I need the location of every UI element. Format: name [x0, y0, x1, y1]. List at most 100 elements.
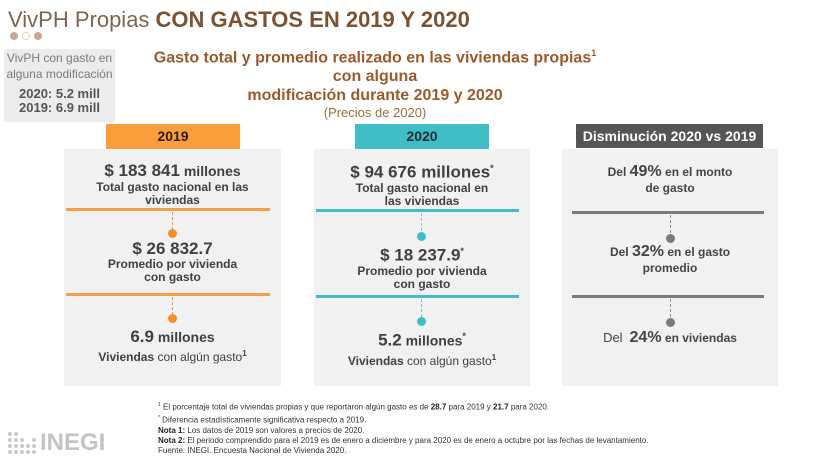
total-amount: $ 183 841 — [104, 161, 180, 180]
divider — [316, 295, 519, 298]
avg-label-1: Promedio por vivienda — [107, 257, 238, 271]
connector-line — [172, 297, 173, 315]
divider — [66, 293, 270, 296]
decrease-average-line2: promedio — [642, 261, 698, 275]
logo-dots-icon — [8, 431, 37, 455]
avg-block: $ 18 237.9* Promedio por vivienda con ga… — [314, 242, 530, 291]
connector-dot — [666, 234, 675, 243]
logo-text: INEGI — [40, 429, 106, 456]
decrease-average-line1: Del 32% en el gasto — [562, 244, 778, 260]
connector-line — [421, 299, 422, 317]
footnote-1-c: para 2019 y — [446, 402, 494, 412]
divider — [316, 209, 519, 212]
side-note-box: VivPH con gasto en alguna modificación 2… — [4, 49, 115, 122]
panel-decrease: Del 49% en el monto de gasto Del 32% en … — [562, 149, 778, 386]
side-note-line2: alguna modificación — [6, 67, 113, 81]
avg-amount: $ 18 237.9 — [380, 245, 461, 265]
subtitle-sup: 1 — [591, 48, 597, 58]
subtitle-line1: Gasto total y promedio realizado en las … — [140, 44, 610, 86]
decrease-pre: Del — [603, 330, 627, 345]
page-title: VivPH Propias CON GASTOS EN 2019 Y 2020 — [8, 7, 470, 33]
footnote-1-b: 28.7 — [430, 402, 447, 412]
footnote-1-e: para 2020. — [508, 402, 550, 412]
panel-2020: $ 94 676 millones* Total gasto nacional … — [314, 149, 530, 386]
homes-label-rest: con algún gasto — [154, 350, 243, 364]
connector-line — [172, 212, 173, 230]
connector-line — [670, 299, 671, 317]
footnote-1-a: El porcentaje total de viviendas propias… — [160, 402, 431, 412]
connector-dot — [168, 229, 177, 238]
connector-line — [670, 215, 671, 233]
homes-block: 5.2 millones* Viviendas con algún gasto1 — [314, 327, 530, 368]
total-block: $ 183 841 millones Total gasto nacional … — [64, 161, 281, 207]
total-value: $ 183 841 millones — [64, 161, 281, 181]
decrease-amount-line1: Del 49% en el monto — [562, 164, 778, 180]
homes-label: Viviendas con algún gasto1 — [64, 347, 281, 364]
slide-indicator — [10, 32, 42, 40]
homes-label: Viviendas con algún gasto1 — [314, 351, 530, 368]
inegi-logo: INEGI — [8, 429, 105, 457]
footnote-1: 1 El porcentaje total de viviendas propi… — [158, 400, 649, 413]
subtitle: Gasto total y promedio realizado en las … — [140, 44, 610, 120]
header-2019: 2019 — [106, 124, 240, 149]
side-note-line1: VivPH con gasto en — [6, 51, 113, 65]
indicator-dot — [34, 32, 42, 40]
avg-sup: * — [460, 246, 464, 256]
homes-label-sup: 1 — [242, 349, 247, 358]
footnote-2-sup: * — [158, 414, 160, 421]
decrease-post: en viviendas — [661, 331, 737, 345]
decrease-pct: 32% — [631, 243, 664, 260]
total-sup: * — [490, 163, 494, 173]
homes-value: 6.9 millones — [64, 327, 281, 347]
homes-sup: * — [462, 331, 466, 341]
source: Fuente: INEGI. Encuesta Nacional de Vivi… — [158, 446, 347, 456]
note-1: Nota 1: Los datos de 2019 son valores a … — [158, 426, 649, 436]
avg-block: $ 26 832.7 Promedio por vivienda con gas… — [64, 239, 281, 284]
homes-number: 5.2 — [378, 330, 402, 350]
avg-label-2: con gasto — [393, 276, 451, 291]
note-2-label: Nota 2: — [158, 435, 186, 445]
footnote-1-sup: 1 — [158, 402, 161, 408]
total-amount: $ 94 676 millones — [350, 162, 491, 182]
indicator-dot — [10, 32, 18, 40]
note-1-text: Los datos de 2019 son valores a precios … — [185, 425, 365, 435]
homes-label-rest: con algún gasto — [403, 353, 492, 368]
connector-line — [421, 213, 422, 231]
note-1-label: Nota 1: — [158, 425, 186, 435]
footnote-2-text: Diferencia estadísticamente significativ… — [159, 415, 367, 425]
connector-dot — [417, 232, 426, 241]
connector-dot — [417, 317, 426, 326]
avg-label-1: Promedio por vivienda — [357, 263, 487, 278]
side-note-2020: 2020: 5.2 mill — [19, 86, 100, 101]
decrease-post: en el monto — [661, 165, 733, 179]
note-2: Nota 2: El periodo comprendido para el 2… — [158, 436, 649, 446]
divider — [66, 208, 270, 211]
homes-unit: millones — [401, 332, 463, 349]
title-light: VivPH Propias — [8, 7, 156, 32]
connector-dot — [168, 314, 177, 323]
homes-number: 6.9 — [130, 327, 154, 346]
header-2020: 2020 — [355, 124, 489, 149]
total-block: $ 94 676 millones* Total gasto nacional … — [314, 159, 530, 208]
side-note-2019: 2019: 6.9 mill — [19, 100, 100, 115]
total-label-2: viviendas — [145, 193, 200, 207]
decrease-average-block: Del 32% en el gasto promedio — [562, 244, 778, 276]
total-label-1: Total gasto nacional en las — [96, 180, 249, 194]
divider — [572, 295, 764, 298]
decrease-post: en el gasto — [664, 245, 731, 259]
footnotes: 1 El porcentaje total de viviendas propi… — [158, 400, 649, 456]
decrease-amount-line2: de gasto — [645, 181, 695, 195]
avg-value: $ 26 832.7 — [132, 239, 213, 258]
indicator-dot — [22, 32, 30, 40]
title-bold: CON GASTOS EN 2019 Y 2020 — [155, 7, 470, 32]
homes-unit: millones — [153, 329, 215, 345]
decrease-homes-block: Del 24% en viviendas — [562, 330, 778, 346]
homes-label-bold: Viviendas — [347, 353, 404, 368]
subtitle-line1-end: con alguna — [332, 68, 418, 86]
total-value: $ 94 676 millones* — [314, 159, 530, 182]
total-label-2: las viviendas — [384, 193, 460, 208]
decrease-pre: Del — [609, 245, 632, 259]
decrease-pct: 24% — [629, 329, 662, 346]
avg-label-2: con gasto — [144, 270, 201, 284]
panel-2019: $ 183 841 millones Total gasto nacional … — [64, 149, 281, 386]
